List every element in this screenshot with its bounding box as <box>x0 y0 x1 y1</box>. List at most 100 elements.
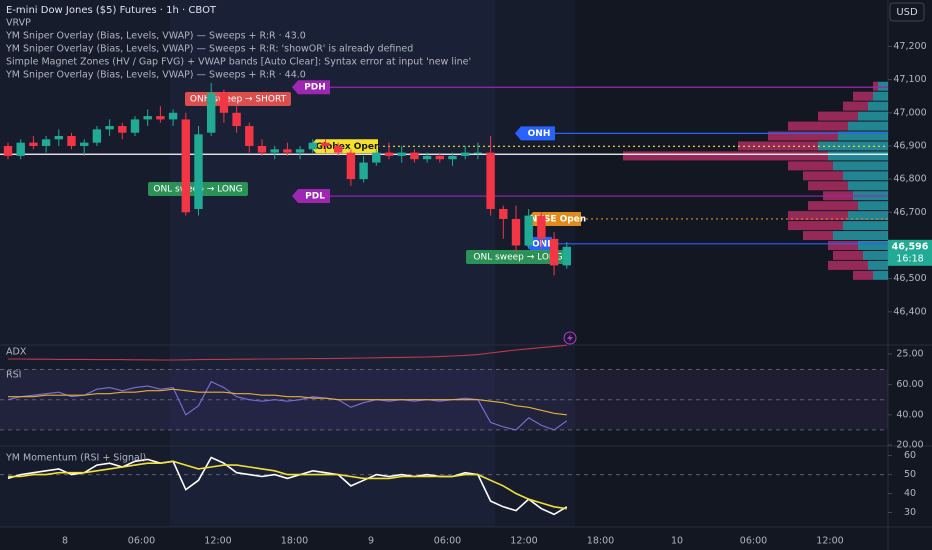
header-line: YM Sniper Overlay (Bias, Levels, VWAP) —… <box>5 31 306 42</box>
candle-body <box>41 139 51 146</box>
last-price: 46,596 <box>892 241 929 252</box>
y-tick-label: 47,000 <box>893 107 926 118</box>
y-tick-label: 47,200 <box>893 41 926 52</box>
profile-up <box>873 91 888 101</box>
x-tick-label: 06:00 <box>128 536 155 547</box>
signal-label: ONL sweep → LONG <box>473 253 562 263</box>
countdown: 16:18 <box>896 253 923 264</box>
profile-down <box>873 81 878 91</box>
pane-title: ADX <box>6 347 27 358</box>
candle-body <box>270 149 279 153</box>
profile-up <box>838 131 888 141</box>
signal-label: ONH sweep → SHORT <box>190 95 287 105</box>
indicator-panes <box>7 344 568 516</box>
candles <box>3 82 571 276</box>
last-price-tag <box>888 239 932 266</box>
candle-body <box>448 155 457 160</box>
candle-body <box>334 145 343 153</box>
candle-body <box>295 149 305 153</box>
profile-up <box>848 121 888 131</box>
indicator-line <box>8 344 567 361</box>
candle-body <box>499 208 508 219</box>
currency-box[interactable] <box>889 2 925 22</box>
candle-body <box>461 152 470 156</box>
labels: E-mini Dow Jones ($5) Futures · 1h · CBO… <box>5 5 932 547</box>
y-tick-label: 30 <box>904 507 916 518</box>
x-tick-label: 10 <box>671 536 683 547</box>
profile-down <box>843 101 868 111</box>
profile-up <box>848 181 888 191</box>
x-tick-label: 12:00 <box>510 536 537 547</box>
profile-up <box>878 81 888 91</box>
candle-body <box>16 142 25 156</box>
profile-down <box>853 91 873 101</box>
profile-down <box>788 121 848 131</box>
profile-down <box>788 161 833 171</box>
candle-body <box>118 126 127 133</box>
candle-body <box>562 246 571 266</box>
candle-body <box>67 136 76 146</box>
y-tick-label: 40.00 <box>896 409 923 420</box>
signal-box <box>466 250 570 264</box>
currency[interactable]: USD <box>896 7 918 18</box>
header-line: YM Sniper Overlay (Bias, Levels, VWAP) —… <box>5 70 306 81</box>
x-tick-label: 12:00 <box>816 536 843 547</box>
header-line: VRVP <box>6 18 31 29</box>
profile-up <box>833 161 888 171</box>
candle-body <box>156 116 165 120</box>
y-tick-label: 46,900 <box>893 140 926 151</box>
pane-title: RSI <box>6 370 21 381</box>
y-tick-label: 60.00 <box>896 379 923 390</box>
profile-up <box>868 101 888 111</box>
candle-body <box>168 112 178 120</box>
level-tag <box>515 126 555 141</box>
x-tick-label: 06:00 <box>434 536 461 547</box>
pane-title: YM Momentum (RSI + Signal) <box>5 453 146 464</box>
level-label: Globex Open <box>316 142 381 152</box>
indicator-line <box>8 388 567 416</box>
candle-body <box>181 119 190 213</box>
candle-body <box>384 152 394 156</box>
candle-body <box>435 155 444 160</box>
candle-body <box>308 142 317 150</box>
y-tick-label: 50 <box>904 469 916 480</box>
level-tag <box>292 189 330 204</box>
header-line: YM Sniper Overlay (Bias, Levels, VWAP) —… <box>5 44 413 55</box>
candle-body <box>194 134 203 209</box>
candle-body <box>232 112 241 127</box>
profile-up <box>863 250 888 260</box>
candle-body <box>219 92 229 113</box>
alert-bolt <box>567 334 573 342</box>
level-label: PDL <box>305 192 325 202</box>
candle-body <box>359 162 368 180</box>
level-label: PDH <box>304 83 326 93</box>
candle-body <box>537 215 546 239</box>
profile-down <box>788 211 848 221</box>
alert-icon[interactable] <box>563 331 577 345</box>
level-label: ONL <box>532 239 553 249</box>
candle-body <box>486 152 495 209</box>
profile-down <box>853 270 873 280</box>
profile-up <box>873 270 888 280</box>
candle-body <box>372 152 381 163</box>
level-tag <box>292 80 330 95</box>
candle-body <box>549 238 559 266</box>
profile-down <box>623 151 828 161</box>
candle-body <box>54 136 63 140</box>
profile-up <box>868 260 888 270</box>
profile-down <box>803 171 843 181</box>
profile-up <box>843 221 888 231</box>
y-tick-label: 46,400 <box>893 306 926 317</box>
candle-body <box>130 119 140 133</box>
y-tick-label: 40 <box>904 488 916 499</box>
x-tick-label: 12:00 <box>204 536 231 547</box>
candle-body <box>257 145 267 153</box>
profile-down <box>808 201 858 211</box>
candle-body <box>524 215 533 246</box>
header-line: E-mini Dow Jones ($5) Futures · 1h · CBO… <box>6 5 217 16</box>
level-label: NYSE Open <box>530 214 586 224</box>
profile-down <box>808 181 848 191</box>
header-line: Simple Magnet Zones (HV / Gap FVG) + VWA… <box>6 57 471 68</box>
y-tick-label: 20.00 <box>896 440 923 451</box>
profile-down <box>828 240 858 250</box>
